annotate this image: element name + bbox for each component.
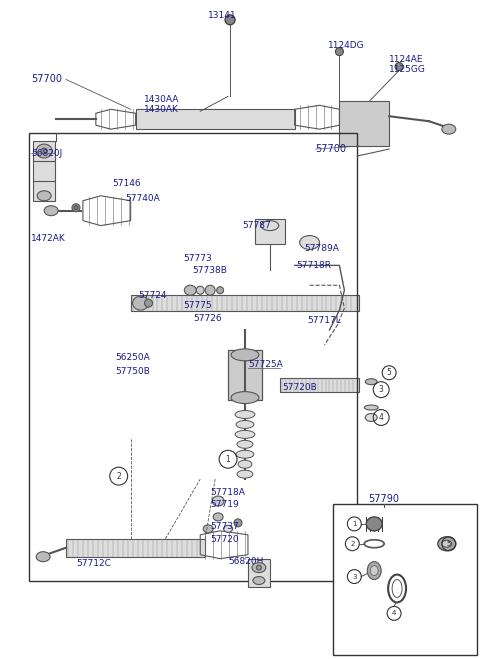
- Text: 57789A: 57789A: [305, 244, 339, 253]
- Text: 57775: 57775: [183, 301, 212, 310]
- Text: 1124DG: 1124DG: [327, 41, 364, 50]
- Text: 57700: 57700: [315, 144, 347, 154]
- Text: 1125GG: 1125GG: [389, 65, 426, 74]
- Ellipse shape: [234, 519, 242, 527]
- Ellipse shape: [253, 577, 265, 585]
- Text: 57773: 57773: [183, 254, 212, 263]
- Ellipse shape: [395, 63, 403, 71]
- Ellipse shape: [144, 299, 153, 307]
- Ellipse shape: [365, 379, 377, 385]
- Text: 5: 5: [387, 368, 392, 377]
- Text: 2: 2: [116, 472, 121, 480]
- Ellipse shape: [235, 411, 255, 418]
- Text: 4: 4: [392, 610, 396, 616]
- Ellipse shape: [365, 413, 377, 422]
- Text: 57720: 57720: [210, 535, 239, 544]
- Ellipse shape: [184, 285, 196, 295]
- Ellipse shape: [41, 148, 47, 154]
- Bar: [339, 101, 389, 146]
- Text: 1124AE: 1124AE: [389, 55, 424, 64]
- Ellipse shape: [237, 440, 253, 448]
- Text: 4: 4: [379, 413, 384, 422]
- Ellipse shape: [36, 144, 52, 158]
- Ellipse shape: [44, 206, 58, 215]
- Ellipse shape: [216, 287, 224, 294]
- Text: 57787: 57787: [242, 221, 271, 230]
- Text: 57700: 57700: [31, 74, 62, 84]
- Text: 1430AA: 1430AA: [144, 95, 179, 104]
- Ellipse shape: [231, 391, 259, 403]
- Ellipse shape: [236, 420, 254, 428]
- Ellipse shape: [237, 470, 253, 478]
- Ellipse shape: [205, 285, 215, 295]
- Ellipse shape: [256, 565, 262, 570]
- Bar: [280, 378, 360, 391]
- Ellipse shape: [300, 235, 320, 250]
- Ellipse shape: [224, 525, 232, 532]
- Text: 57725A: 57725A: [248, 360, 283, 369]
- Ellipse shape: [235, 430, 255, 438]
- Bar: [228, 350, 262, 399]
- Bar: [255, 219, 285, 244]
- Bar: [131, 295, 360, 311]
- Ellipse shape: [236, 450, 254, 458]
- Text: 57720B: 57720B: [283, 383, 317, 392]
- Ellipse shape: [72, 204, 80, 212]
- Text: 5: 5: [446, 541, 451, 547]
- Ellipse shape: [336, 47, 343, 55]
- Ellipse shape: [37, 191, 51, 201]
- Text: 57719: 57719: [210, 500, 239, 509]
- Ellipse shape: [364, 405, 378, 410]
- Text: 1: 1: [226, 455, 230, 464]
- Bar: [136, 109, 295, 129]
- Bar: [66, 539, 205, 557]
- Text: 56820J: 56820J: [31, 148, 62, 158]
- Ellipse shape: [252, 563, 266, 573]
- Text: 57750B: 57750B: [116, 367, 151, 376]
- Text: 57146: 57146: [113, 179, 142, 188]
- Ellipse shape: [212, 496, 224, 506]
- Bar: [248, 559, 270, 587]
- Ellipse shape: [196, 286, 204, 294]
- Ellipse shape: [238, 460, 252, 468]
- Ellipse shape: [203, 525, 213, 533]
- Text: 1: 1: [352, 521, 357, 527]
- Ellipse shape: [367, 561, 381, 579]
- Text: 57718A: 57718A: [210, 488, 245, 496]
- Text: 3: 3: [352, 573, 357, 579]
- Text: 57718R: 57718R: [297, 261, 332, 270]
- Ellipse shape: [442, 124, 456, 134]
- Text: 2: 2: [350, 541, 355, 547]
- Ellipse shape: [442, 540, 452, 547]
- Text: 57790: 57790: [369, 494, 400, 504]
- Text: 57740A: 57740A: [126, 194, 160, 203]
- Text: 1472AK: 1472AK: [31, 234, 66, 243]
- Ellipse shape: [438, 537, 456, 551]
- Text: 1430AK: 1430AK: [144, 105, 179, 114]
- Ellipse shape: [231, 349, 259, 361]
- Bar: [29, 133, 357, 581]
- Ellipse shape: [370, 565, 378, 575]
- Ellipse shape: [132, 296, 148, 310]
- Text: 3: 3: [379, 385, 384, 394]
- Text: 57737: 57737: [210, 523, 239, 531]
- Ellipse shape: [213, 513, 223, 521]
- Ellipse shape: [225, 15, 235, 25]
- Bar: [334, 504, 477, 655]
- Ellipse shape: [36, 552, 50, 561]
- Text: 57738B: 57738B: [192, 266, 227, 275]
- Text: 56250A: 56250A: [116, 353, 150, 362]
- Text: 13141: 13141: [208, 11, 237, 20]
- Text: 57726: 57726: [193, 314, 222, 322]
- Text: 57724: 57724: [139, 291, 167, 300]
- Text: 57712C: 57712C: [76, 559, 111, 568]
- Text: 56820H: 56820H: [228, 557, 264, 566]
- Text: 57717L: 57717L: [308, 316, 341, 324]
- Bar: [33, 141, 55, 201]
- Ellipse shape: [366, 517, 382, 531]
- Ellipse shape: [74, 206, 78, 210]
